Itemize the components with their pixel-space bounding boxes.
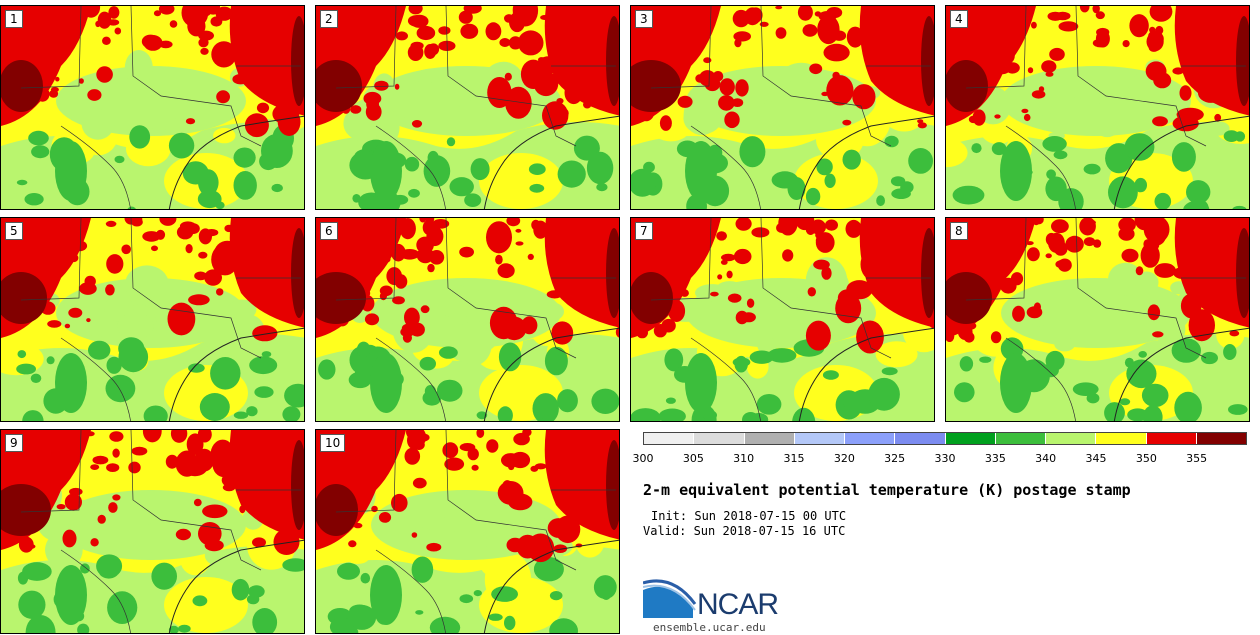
- member-label: 3: [635, 10, 653, 28]
- valid-time: Valid: Sun 2018-07-15 16 UTC: [643, 524, 846, 538]
- colorbar-segment: [845, 433, 896, 444]
- ensemble-member-map: 8: [945, 217, 1250, 422]
- colorbar-tick-label: 355: [1186, 452, 1208, 465]
- colorbar-tick-label: 325: [884, 452, 906, 465]
- colorbar-segment: [995, 433, 1046, 444]
- colorbar-segment: [1196, 433, 1246, 444]
- member-label: 5: [5, 222, 23, 240]
- colorbar-segment: [945, 433, 996, 444]
- colorbar-segment: [694, 433, 745, 444]
- ensemble-member-map: 6: [315, 217, 620, 422]
- colorbar-tick-label: 300: [632, 452, 654, 465]
- logo-url: ensemble.ucar.edu: [653, 621, 766, 634]
- colorbar-tick-label: 305: [682, 452, 704, 465]
- colorbar-tick-label: 330: [934, 452, 956, 465]
- ensemble-member-map: 9: [0, 429, 305, 634]
- colorbar-tick-label: 320: [833, 452, 855, 465]
- colorbar-segment: [1096, 433, 1147, 444]
- init-time: Init: Sun 2018-07-15 00 UTC: [651, 509, 847, 523]
- ensemble-member-map: 7: [630, 217, 935, 422]
- member-label: 8: [950, 222, 968, 240]
- colorbar-tick-label: 340: [1035, 452, 1057, 465]
- colorbar: [643, 432, 1247, 445]
- colorbar-segment: [744, 433, 795, 444]
- member-label: 1: [5, 10, 23, 28]
- member-label: 9: [5, 434, 23, 452]
- member-label: 2: [320, 10, 338, 28]
- colorbar-segment: [644, 433, 695, 444]
- member-label: 6: [320, 222, 338, 240]
- member-label: 4: [950, 10, 968, 28]
- colorbar-segment: [1046, 433, 1097, 444]
- map-title: 2-m equivalent potential temperature (K)…: [643, 481, 1131, 499]
- ensemble-member-map: 4: [945, 5, 1250, 210]
- colorbar-segment: [895, 433, 946, 444]
- colorbar-segment: [794, 433, 845, 444]
- logo-text: NCAR: [697, 588, 779, 621]
- colorbar-segment: [1146, 433, 1197, 444]
- ensemble-member-map: 3: [630, 5, 935, 210]
- ensemble-member-map: 10: [315, 429, 620, 634]
- colorbar-tick-label: 345: [1085, 452, 1107, 465]
- member-label: 10: [320, 434, 346, 452]
- colorbar-tick-label: 310: [733, 452, 755, 465]
- member-label: 7: [635, 222, 653, 240]
- colorbar-tick-label: 315: [783, 452, 805, 465]
- ensemble-member-map: 5: [0, 217, 305, 422]
- ensemble-member-map: 1: [0, 5, 305, 210]
- colorbar-tick-label: 335: [984, 452, 1006, 465]
- colorbar-tick-label: 350: [1135, 452, 1157, 465]
- ensemble-member-map: 2: [315, 5, 620, 210]
- ncar-logo-icon: [643, 579, 697, 618]
